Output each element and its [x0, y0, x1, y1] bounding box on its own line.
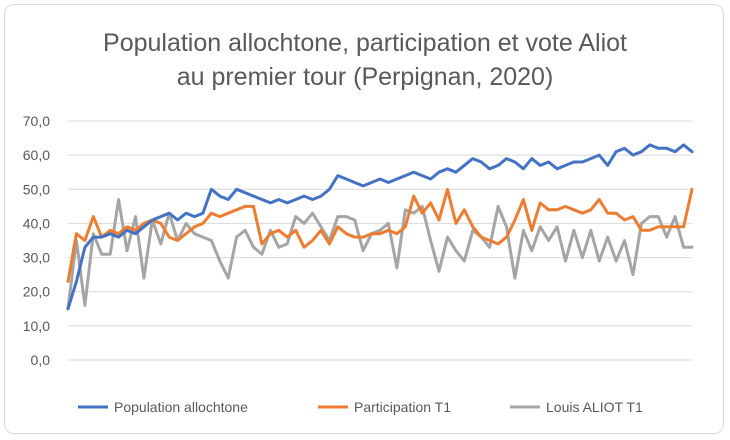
- y-tick-label: 0,0: [31, 352, 51, 368]
- y-tick-label: 20,0: [23, 284, 50, 300]
- legend-label-2: Participation T1: [354, 399, 451, 415]
- y-tick-label: 60,0: [23, 147, 50, 163]
- chart-title-line-2: au premier tour (Perpignan, 2020): [176, 63, 554, 91]
- chart-frame: [4, 4, 724, 434]
- y-tick-label: 70,0: [23, 113, 50, 129]
- chart-title: Population allochtone, participation et …: [0, 26, 730, 94]
- y-tick-label: 30,0: [23, 250, 50, 266]
- series-line-1: [66, 143, 694, 311]
- y-tick-label: 50,0: [23, 181, 50, 197]
- legend-label-3: Louis ALIOT T1: [546, 399, 643, 415]
- series-lines: [66, 143, 694, 311]
- legend-label-1: Population allochtone: [114, 399, 248, 415]
- gridlines: [68, 120, 692, 361]
- legend: Population allochtone Participation T1 Lou…: [78, 399, 643, 415]
- chart-title-line-1: Population allochtone, participation et …: [103, 29, 627, 57]
- y-tick-label: 40,0: [23, 215, 50, 231]
- y-axis-tick-labels: 0,0 10,0 20,0 30,0 40,0 50,0 60,0 70,0: [23, 113, 50, 368]
- y-tick-label: 10,0: [23, 318, 50, 334]
- series-line-3: [66, 198, 694, 311]
- series-line-2: [66, 187, 694, 283]
